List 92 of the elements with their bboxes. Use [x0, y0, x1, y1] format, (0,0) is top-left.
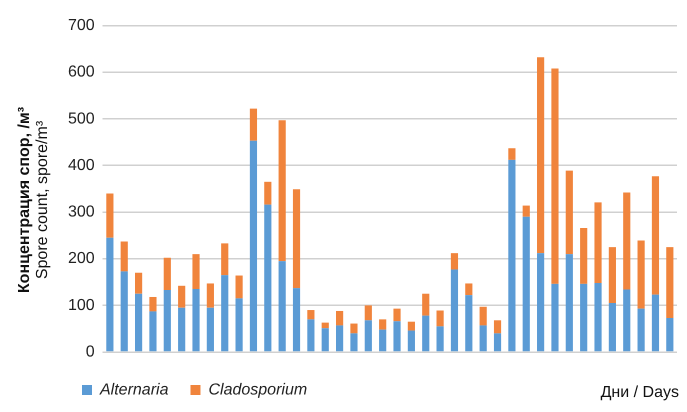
bar	[551, 284, 559, 352]
bar	[465, 283, 472, 296]
bar	[307, 310, 314, 320]
y-tick-label: 500	[68, 110, 95, 128]
bar	[120, 241, 128, 272]
bar	[522, 206, 530, 217]
bar	[494, 333, 502, 352]
bar	[192, 254, 200, 290]
bar	[393, 321, 401, 352]
bar	[666, 247, 674, 318]
bar	[652, 294, 660, 352]
bar	[379, 319, 386, 330]
bar	[652, 176, 660, 295]
bar	[236, 276, 243, 298]
bar	[322, 328, 329, 352]
bar	[336, 310, 344, 326]
bar	[638, 240, 645, 309]
bar	[450, 269, 458, 352]
bar	[106, 193, 114, 238]
bar	[178, 308, 186, 352]
bar	[422, 294, 430, 316]
bar	[638, 308, 645, 352]
bar	[379, 330, 386, 352]
bar	[522, 216, 530, 352]
bar	[450, 253, 458, 270]
bar	[623, 290, 630, 352]
bar	[278, 120, 286, 262]
bar	[307, 319, 314, 352]
bar	[436, 326, 444, 352]
bar	[264, 204, 272, 352]
bar	[149, 311, 157, 352]
bar	[594, 202, 602, 283]
bar	[364, 305, 372, 320]
bar	[580, 284, 588, 352]
y-tick-label: 400	[68, 156, 95, 174]
bar	[206, 308, 214, 352]
bar	[551, 68, 559, 284]
bar	[608, 303, 616, 352]
y-axis-title: Концентрация спор, /м³ Spore count, spore/m³	[16, 106, 52, 294]
bar	[292, 288, 300, 352]
bar	[322, 322, 329, 328]
bar	[236, 298, 243, 352]
bar	[566, 170, 573, 254]
bar	[566, 254, 573, 352]
bar	[106, 238, 114, 352]
bar	[508, 148, 516, 160]
legend-label: Alternaria	[99, 381, 169, 398]
y-tick-label: 100	[68, 296, 95, 314]
bar	[135, 294, 142, 352]
bar	[364, 320, 372, 352]
y-tick-label: 0	[86, 343, 95, 360]
bar	[494, 320, 502, 334]
bar	[164, 290, 171, 352]
bar	[537, 57, 544, 254]
bar	[666, 318, 674, 352]
bar	[149, 296, 157, 312]
bar	[422, 316, 430, 352]
bar	[594, 282, 602, 352]
bar	[250, 108, 258, 141]
bar	[465, 295, 472, 352]
bar	[336, 325, 344, 352]
bar	[206, 283, 214, 308]
bar	[408, 322, 415, 331]
bar	[436, 310, 444, 326]
x-axis-title: Дни / Days	[600, 384, 679, 402]
bar	[221, 275, 228, 352]
bar	[250, 140, 258, 352]
bar	[221, 243, 228, 276]
bar	[264, 182, 272, 205]
y-tick-label: 700	[68, 17, 95, 34]
y-tick-label: 600	[68, 64, 95, 81]
bar	[608, 247, 616, 304]
bar	[350, 333, 358, 352]
bar	[480, 306, 487, 326]
bar	[192, 289, 200, 352]
bar	[393, 308, 401, 322]
bar	[408, 330, 415, 352]
y-tick-label: 300	[68, 204, 95, 221]
y-tick-label: 200	[68, 250, 95, 268]
bar	[164, 258, 171, 290]
bar	[508, 160, 516, 352]
bar	[623, 192, 630, 290]
bar	[135, 272, 142, 294]
bar	[120, 271, 128, 352]
legend-label: Cladosporium	[208, 381, 308, 398]
bar	[480, 325, 487, 352]
bar	[350, 324, 358, 334]
bar	[580, 228, 588, 284]
bar	[178, 286, 186, 308]
bar	[292, 189, 300, 288]
bar	[278, 261, 286, 352]
bar	[537, 253, 544, 352]
